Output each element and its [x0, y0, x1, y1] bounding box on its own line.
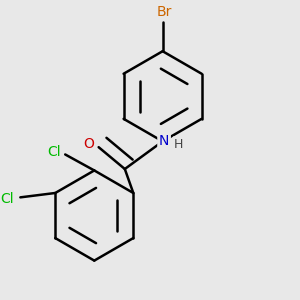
- Text: Cl: Cl: [47, 145, 60, 158]
- Text: Cl: Cl: [0, 192, 14, 206]
- Text: Br: Br: [156, 5, 172, 19]
- Text: O: O: [83, 137, 94, 151]
- Text: N: N: [159, 134, 169, 148]
- Text: H: H: [174, 138, 183, 151]
